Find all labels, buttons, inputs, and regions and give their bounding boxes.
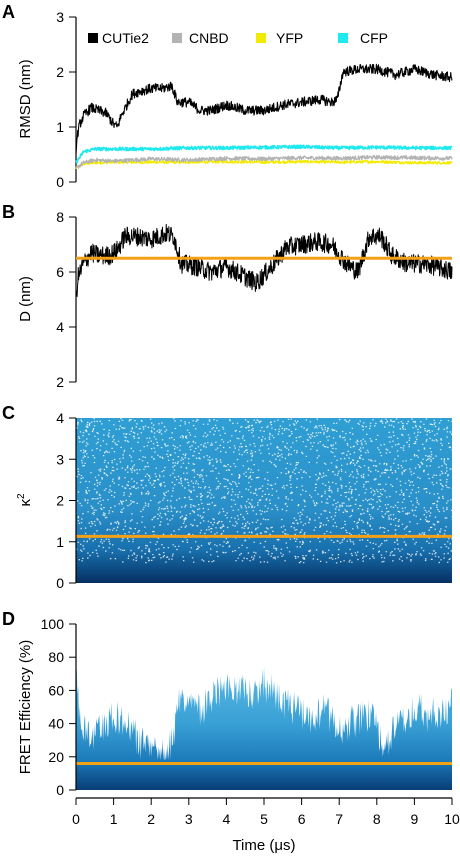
legend-label-cnbd: CNBD (189, 30, 229, 46)
distance-trace-line (75, 223, 453, 297)
x-axis-ticks: 0 1 2 3 4 5 6 7 8 9 10 (72, 798, 460, 827)
panel-d-y-axis: 0 20 40 60 80 100 FRET Efficiency (%) (17, 616, 77, 798)
panel-b-tick-label: 2 (56, 374, 64, 390)
panel-c-tick-label: 0 (56, 575, 64, 591)
panel-c: C 0 1 2 3 4 κ2 (2, 403, 452, 591)
panel-c-tick-label: 1 (56, 534, 64, 550)
panel-c-letter: C (2, 403, 15, 423)
series-cutie2-line (75, 63, 453, 154)
x-tick-label: 7 (335, 811, 343, 827)
panel-a: A 0 1 2 3 RMSD (nm) CUTie2 CNBD YFP CFP (2, 2, 453, 190)
panel-c-y-axis: 0 1 2 3 4 κ2 (16, 410, 77, 591)
panel-b-y-axis: 2 4 6 8 D (nm) (17, 209, 77, 390)
panel-d-tick-label: 20 (48, 749, 64, 765)
panel-b-tick-label: 8 (56, 209, 64, 225)
legend-swatch-cfp (338, 33, 348, 43)
panel-c-tick-label: 4 (56, 410, 64, 426)
panel-c-y-axis-label: κ2 (16, 493, 34, 507)
panel-d-tick-label: 80 (48, 649, 64, 665)
x-tick-label: 2 (147, 811, 155, 827)
panel-a-tick-label: 3 (56, 9, 64, 25)
panel-a-legend: CUTie2 CNBD YFP CFP (88, 30, 388, 46)
panel-d-letter: D (2, 609, 15, 629)
panel-c-sparse-points (76, 418, 452, 564)
x-axis: 0 1 2 3 4 5 6 7 8 9 10 Time (μs) (72, 797, 460, 854)
legend-label-cfp: CFP (360, 30, 388, 46)
panel-b-y-axis-label: D (nm) (17, 276, 34, 322)
panel-c-tick-label: 2 (56, 493, 64, 509)
panel-d-tick-label: 0 (56, 782, 64, 798)
legend-swatch-cutie2 (88, 33, 98, 43)
legend-swatch-yfp (256, 33, 266, 43)
panel-c-plot (76, 418, 452, 583)
panel-d-density-field (76, 666, 452, 790)
panel-d-tick-label: 60 (48, 682, 64, 698)
x-axis-label: Time (μs) (232, 837, 295, 854)
panel-a-plot (75, 63, 453, 170)
panel-b-letter: B (2, 202, 15, 222)
legend-swatch-cnbd (172, 33, 182, 43)
x-tick-label: 10 (444, 811, 460, 827)
panel-a-tick-label: 1 (56, 119, 64, 135)
x-tick-label: 4 (223, 811, 231, 827)
x-tick-label: 5 (260, 811, 268, 827)
x-tick-label: 9 (411, 811, 419, 827)
panel-c-y-axis-label-sup: 2 (16, 493, 27, 499)
x-tick-label: 3 (185, 811, 193, 827)
panel-c-tick-label: 3 (56, 452, 64, 468)
panel-c-density-field (76, 418, 452, 583)
panel-a-tick-label: 0 (56, 174, 64, 190)
panel-d-y-axis-label: FRET Efficiency (%) (17, 640, 34, 774)
panel-c-y-axis-label-main: κ (17, 499, 34, 507)
panel-d-tick-label: 100 (41, 616, 65, 632)
x-tick-label: 0 (72, 811, 80, 827)
panel-a-tick-label: 2 (56, 64, 64, 80)
series-cfp-line (75, 144, 453, 164)
panel-a-y-axis-label: RMSD (nm) (17, 59, 34, 138)
panel-d-plot (76, 666, 452, 790)
panel-d-tick-label: 40 (48, 716, 64, 732)
panel-b-plot (75, 223, 453, 297)
panel-b-tick-label: 6 (56, 264, 64, 280)
panel-a-y-axis: 0 1 2 3 RMSD (nm) (17, 9, 77, 190)
legend-label-yfp: YFP (276, 30, 303, 46)
x-tick-label: 8 (373, 811, 381, 827)
legend-label-cutie2: CUTie2 (102, 30, 149, 46)
x-tick-label: 6 (298, 811, 306, 827)
x-tick-label: 1 (110, 811, 118, 827)
panel-b: B 2 4 6 8 D (nm) (2, 202, 453, 390)
panel-a-letter: A (2, 2, 15, 22)
series-cnbd-line (75, 154, 453, 169)
panel-d: D 0 20 40 60 80 100 FRET Efficiency (%) (2, 609, 452, 798)
panel-b-tick-label: 4 (56, 319, 64, 335)
series-yfp-line (75, 159, 453, 170)
